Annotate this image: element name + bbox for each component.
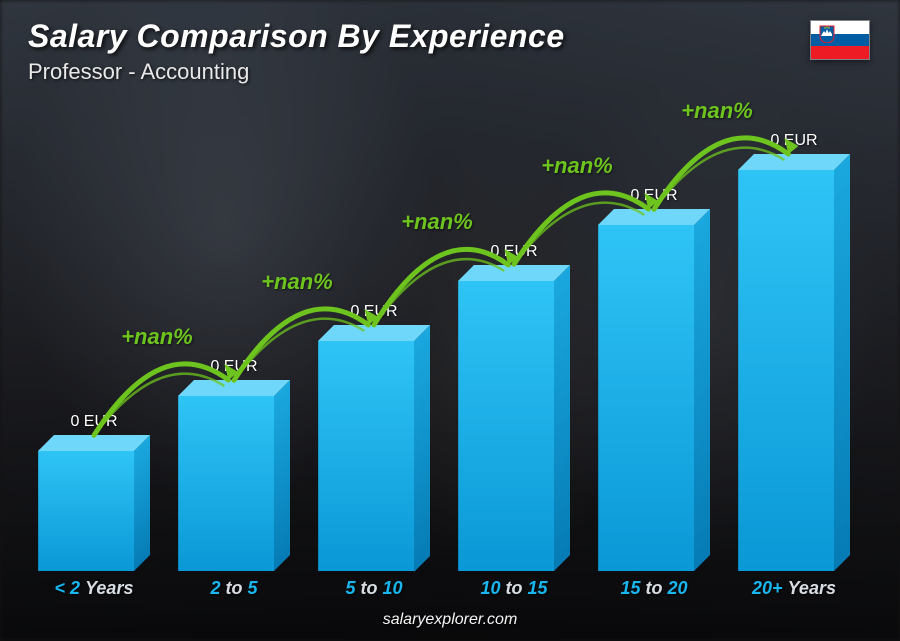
bar (318, 341, 430, 572)
x-axis: < 2 Years 2 to 5 5 to 10 10 to 15 15 to 20 20… (38, 578, 850, 599)
bar-topface (458, 265, 570, 281)
bar-value-label: 0 EUR (490, 243, 537, 261)
bar-front (598, 225, 694, 571)
bar-side (134, 435, 150, 571)
bar-value-label: 0 EUR (70, 413, 117, 431)
bar (738, 170, 850, 571)
bar-front (318, 341, 414, 572)
growth-pct-label: +nan% (541, 153, 613, 179)
chart-title: Salary Comparison By Experience (28, 18, 872, 55)
bar-side (834, 154, 850, 571)
chart-subtitle: Professor - Accounting (28, 59, 872, 85)
country-flag (810, 20, 870, 60)
bar (598, 225, 710, 571)
growth-pct-label: +nan% (401, 209, 473, 235)
bar-front (458, 281, 554, 571)
bar-side (554, 265, 570, 571)
bar-front (738, 170, 834, 571)
bar-value-label: 0 EUR (210, 358, 257, 376)
growth-pct-label: +nan% (681, 98, 753, 124)
growth-pct-label: +nan% (121, 324, 193, 350)
bar-topface (38, 435, 150, 451)
chart-container: Salary Comparison By Experience Professo… (0, 0, 900, 641)
bar-topface (178, 380, 290, 396)
flag-coat-of-arms (819, 25, 835, 43)
x-axis-tick: 15 to 20 (598, 578, 710, 599)
x-axis-tick: 2 to 5 (178, 578, 290, 599)
x-axis-tick: 10 to 15 (458, 578, 570, 599)
flag-stripe-red (811, 46, 869, 59)
growth-pct-label: +nan% (261, 269, 333, 295)
bar-side (694, 209, 710, 571)
bar-topface (738, 154, 850, 170)
bar (458, 281, 570, 571)
bar-topface (318, 325, 430, 341)
bar-slot: 0 EUR (738, 110, 850, 571)
x-axis-tick: 20+ Years (738, 578, 850, 599)
x-axis-tick: < 2 Years (38, 578, 150, 599)
bar-slot: 0 EUR (178, 110, 290, 571)
bar-side (274, 380, 290, 571)
bar-value-label: 0 EUR (630, 187, 677, 205)
bar-front (178, 396, 274, 571)
bar-value-label: 0 EUR (350, 303, 397, 321)
footer-attribution: salaryexplorer.com (0, 611, 900, 629)
bar (178, 396, 290, 571)
x-axis-tick: 5 to 10 (318, 578, 430, 599)
bar (38, 451, 150, 571)
bar-topface (598, 209, 710, 225)
bar-side (414, 325, 430, 572)
bar-slot: 0 EUR (318, 110, 430, 571)
bar-slot: 0 EUR (598, 110, 710, 571)
bar-value-label: 0 EUR (770, 132, 817, 150)
bar-front (38, 451, 134, 571)
